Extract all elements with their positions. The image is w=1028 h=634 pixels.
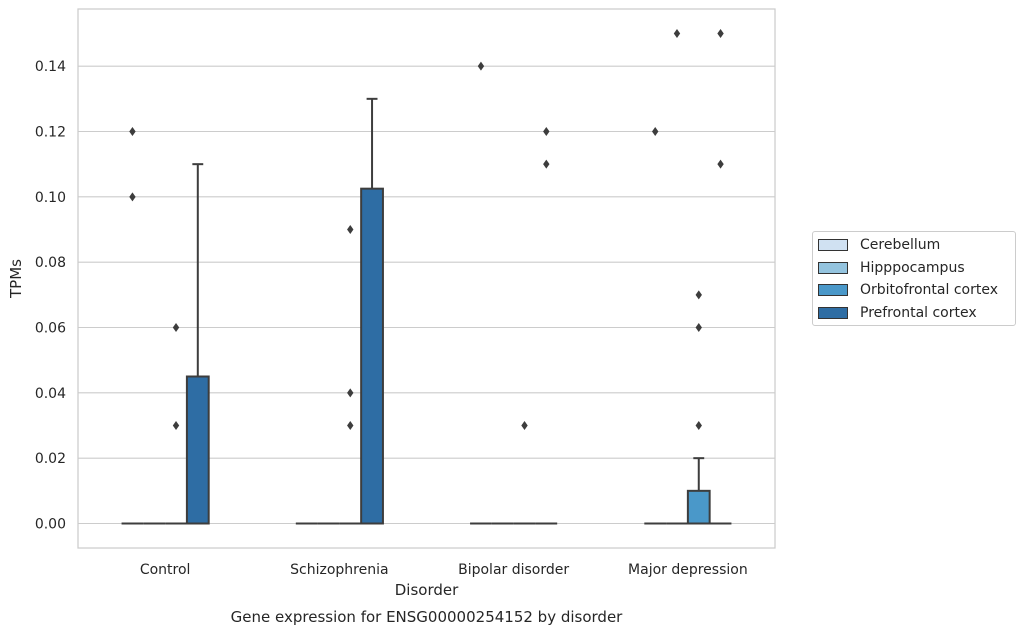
boxes [121,29,732,525]
box [185,375,210,525]
legend-item: Cerebellum [818,236,940,254]
y-tick-label: 0.08 [35,255,66,271]
outlier-point [543,159,550,169]
x-axis-label: Disorder [395,581,459,599]
outlier-point [717,159,724,169]
outlier-point [673,29,681,38]
x-tick-label: Bipolar disorder [458,562,569,578]
box-prefrontal-cortex [535,127,558,525]
gridlines [78,65,775,525]
legend-label: Prefrontal cortex [860,304,977,321]
box-orbitofrontal-cortex [165,323,187,525]
legend-item: Orbitofrontal cortex [818,281,998,299]
outlier-point [347,421,354,430]
legend-item: Hipppocampus [818,259,965,277]
y-tick-label: 0.02 [35,451,66,467]
legend-swatch [818,239,848,251]
box-cerebellum [121,127,144,525]
box-orbitofrontal-cortex [513,421,536,525]
y-tick-labels: 0.00 0.02 0.04 0.06 0.08 0.10 0.12 0.14 [35,59,66,532]
box-orbitofrontal-cortex [339,225,362,525]
box [360,187,384,525]
y-tick-label: 0.04 [35,386,66,402]
outlier-point [695,290,702,300]
outlier-point [347,225,354,234]
box-cerebellum [470,61,492,525]
outlier-point [521,421,528,430]
legend-label: Hipppocampus [860,259,965,276]
y-tick-label: 0.00 [35,517,66,533]
x-tick-label: Schizophrenia [290,562,388,578]
box-prefrontal-cortex [185,163,210,525]
legend-label: Cerebellum [860,237,941,253]
outlier-point [695,323,702,332]
outlier-point [172,421,180,430]
legend-swatch [818,306,848,319]
outlier-point [129,127,136,136]
outlier-point [347,388,354,398]
outlier-point [695,421,702,430]
outlier-point [543,127,550,136]
box-orbitofrontal-cortex [686,290,711,525]
y-tick-label: 0.10 [35,190,66,206]
outlier-point [477,61,485,71]
y-tick-label: 0.14 [35,59,66,75]
outlier-point [717,29,724,38]
box-hipppocampus [666,29,688,525]
y-tick-label: 0.06 [35,321,66,337]
legend-swatch [818,261,848,274]
legend-swatch [818,284,848,296]
box [686,489,711,525]
legend-label: Orbitofrontal cortex [860,282,998,298]
box-prefrontal-cortex [360,97,384,525]
x-tick-label: Major depression [628,562,748,578]
plot-area [77,8,776,549]
outlier-point [172,323,180,332]
x-tick-label: Control [140,562,191,578]
outlier-point [129,192,136,202]
chart-caption: Gene expression for ENSG00000254152 by d… [231,608,624,626]
x-tick-labels: Control Schizophrenia Bipolar disorder Majo… [140,562,748,578]
y-axis-label: TPMs [7,259,25,299]
outlier-point [652,127,659,136]
legend-item: Prefrontal cortex [818,304,977,322]
y-tick-label: 0.12 [35,125,66,141]
legend: Cerebellum Hipppocampus Orbitofrontal cort… [812,231,1016,326]
box-prefrontal-cortex [709,29,732,525]
box-cerebellum [644,127,667,525]
